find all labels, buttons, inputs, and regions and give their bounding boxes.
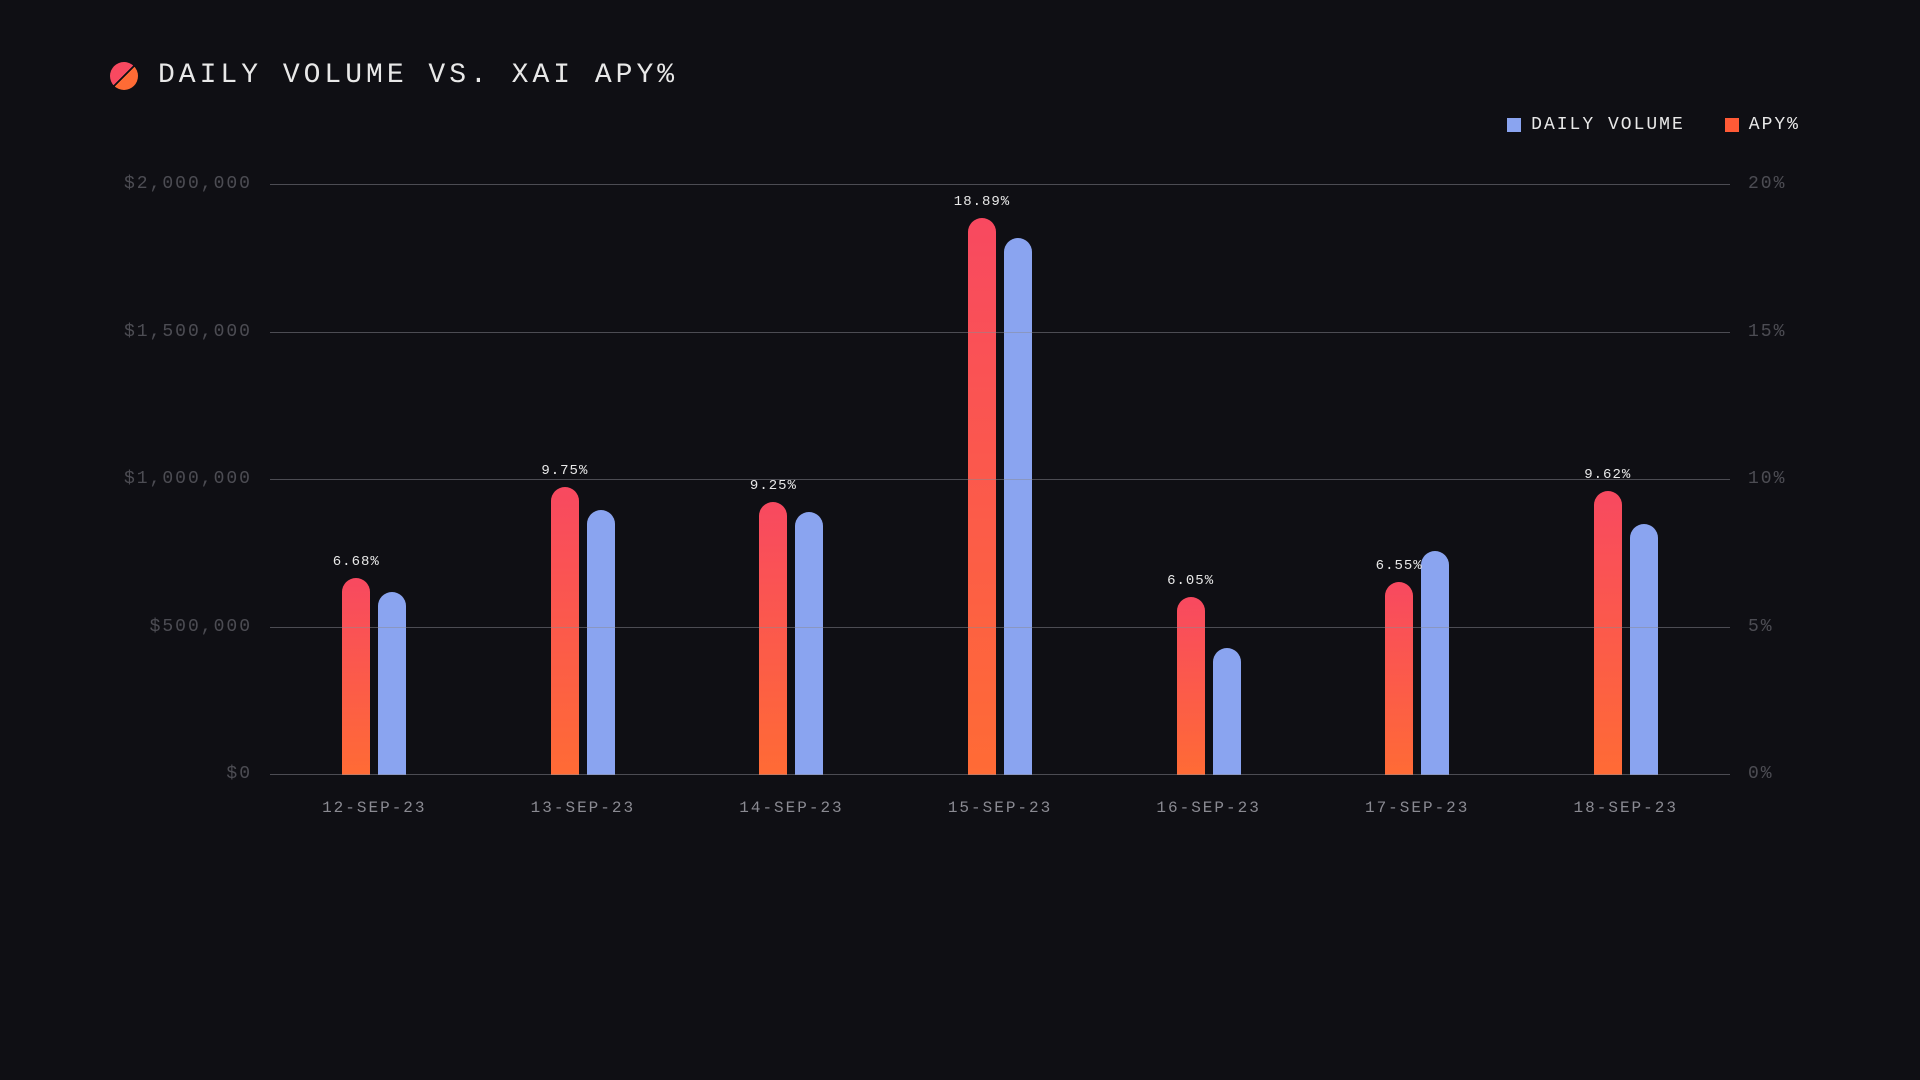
bar-group: 6.68% [270,185,479,775]
bar-value-label: 9.62% [1584,467,1631,483]
bar-group: 18.89% [896,185,1105,775]
bar-value-label: 9.75% [541,463,588,479]
y-left-tick-label: $1,500,000 [124,322,252,342]
chart-area: 6.68%9.75%9.25%18.89%6.05%6.55%9.62% $00… [110,185,1810,835]
bar-volume [1630,524,1658,775]
bar-group: 9.25% [687,185,896,775]
x-tick-label: 15-SEP-23 [896,785,1105,835]
chart-plot: 6.68% 9.75% 9.25% 18.89% 6.05% 6.55% 9.62% $00… [270,185,1730,775]
bar-apy [968,218,996,775]
bar-value-label: 6.05% [1167,573,1214,589]
bar-volume [795,512,823,775]
legend-item-apy: APY% [1725,115,1800,135]
y-right-tick-label: 0% [1748,764,1774,784]
gridline: $00% [270,774,1730,775]
bar-value-label: 6.55% [1376,558,1423,574]
y-right-tick-label: 15% [1748,322,1786,342]
legend-label-volume: DAILY VOLUME [1531,115,1685,135]
x-axis-labels: 12-SEP-2313-SEP-2314-SEP-2315-SEP-2316-S… [270,785,1730,835]
x-tick-label: 18-SEP-23 [1521,785,1730,835]
y-left-tick-label: $500,000 [150,617,252,637]
x-tick-label: 17-SEP-23 [1313,785,1522,835]
bar-volume [1213,648,1241,775]
bar-group: 9.75% [479,185,688,775]
y-right-tick-label: 20% [1748,174,1786,194]
chart-title: DAILY VOLUME VS. XAI APY% [158,60,678,91]
brand-logo-icon [110,62,138,90]
bar-apy [342,578,370,775]
legend-swatch-volume [1507,118,1521,132]
gridline: $1,500,00015% [270,332,1730,333]
gridline: $1,000,00010% [270,479,1730,480]
x-tick-label: 14-SEP-23 [687,785,896,835]
bar-apy [1177,597,1205,775]
bar-group: 6.55% [1313,185,1522,775]
y-left-tick-label: $1,000,000 [124,469,252,489]
x-tick-label: 16-SEP-23 [1104,785,1313,835]
bar-value-label: 9.25% [750,478,797,494]
bar-apy [1385,582,1413,775]
bar-value-label: 6.68% [333,554,380,570]
bar-apy [551,487,579,775]
x-tick-label: 12-SEP-23 [270,785,479,835]
chart-header: DAILY VOLUME VS. XAI APY% [110,60,1810,91]
bar-apy [1594,491,1622,775]
gridline: $2,000,00020% [270,184,1730,185]
legend-item-volume: DAILY VOLUME [1507,115,1685,135]
bar-group: 9.62% [1521,185,1730,775]
y-right-tick-label: 5% [1748,617,1774,637]
bar-volume [587,510,615,776]
chart-legend: DAILY VOLUME APY% [110,115,1810,135]
bar-volume [1004,238,1032,775]
y-left-tick-label: $2,000,000 [124,174,252,194]
bar-apy [759,502,787,775]
bar-volume [378,592,406,775]
y-left-tick-label: $0 [226,764,252,784]
bar-volume [1421,551,1449,775]
legend-swatch-apy [1725,118,1739,132]
bars-row: 6.68% 9.75% 9.25% 18.89% 6.05% 6.55% 9.62% [270,185,1730,775]
legend-label-apy: APY% [1749,115,1800,135]
x-tick-label: 13-SEP-23 [479,785,688,835]
bar-group: 6.05% [1104,185,1313,775]
y-right-tick-label: 10% [1748,469,1786,489]
bar-value-label: 18.89% [954,194,1010,210]
gridline: $500,0005% [270,627,1730,628]
